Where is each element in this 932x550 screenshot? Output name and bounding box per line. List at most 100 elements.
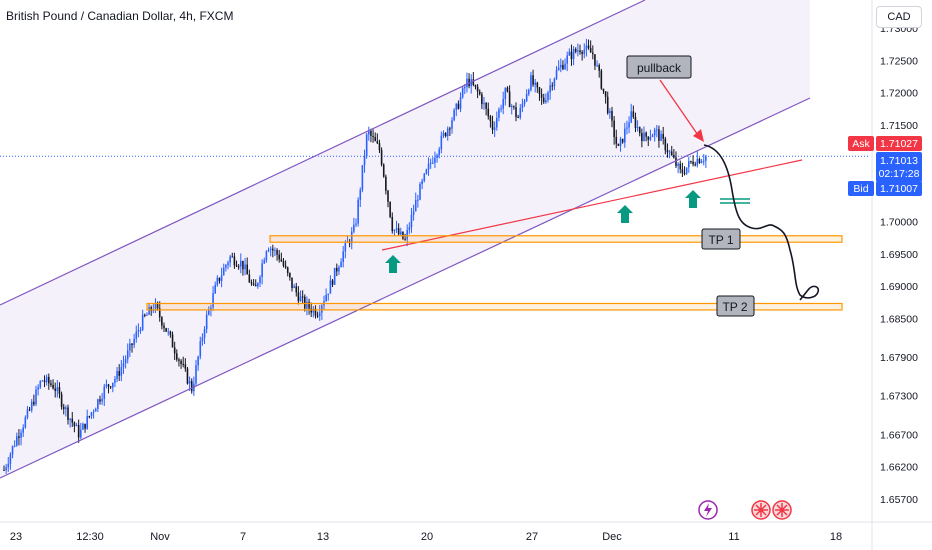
candle-body [444,133,447,137]
candle-body [201,337,204,342]
candle-body [374,137,376,142]
currency-button[interactable]: CAD [876,6,922,28]
candle-body [530,75,532,91]
candle-body [393,229,396,232]
candle-body [359,189,362,200]
candle-body [472,79,475,85]
candle-body [139,329,142,331]
candle-body [651,135,654,138]
candle-body [39,381,42,388]
candle-body [442,133,445,136]
candle-body [252,283,255,285]
candle-body [498,109,500,118]
y-tick-label: 1.66700 [880,429,918,441]
channel-lower-line [0,97,811,479]
candle-body [186,368,189,384]
candle-body [685,167,688,174]
x-tick-label: 13 [317,531,329,543]
candle-body [532,75,534,85]
candle-body [481,94,483,105]
candle-body [333,267,336,285]
candle-body [645,132,647,137]
candle-body [350,231,353,244]
candle-body [574,49,577,52]
candle-body [562,64,564,70]
candle-body [596,65,598,67]
pullback-arrowhead [693,129,704,142]
candle-body [496,117,498,128]
up-arrow-icon [685,190,701,208]
candle-body [327,293,330,295]
uk-flag-icon[interactable] [751,500,771,520]
pullback-text: pullback [637,61,682,75]
chart-title: British Pound / Canadian Dollar, 4h, FXC… [6,9,233,23]
candle-body [16,436,18,446]
candle-body [77,424,80,438]
candle-body [542,97,545,103]
candle-body [485,103,487,109]
svg-text:1.71027: 1.71027 [880,138,918,150]
candle-body [647,136,650,140]
candle-body [178,359,180,361]
candle-body [150,306,152,311]
lightning-icon[interactable] [698,500,718,520]
candle-body [619,138,622,146]
candle-body [553,78,556,87]
tp2-label[interactable]: TP 2 [716,295,755,317]
candle-body [429,162,432,164]
candle-body [421,180,423,184]
candle-body [242,260,244,270]
candle-body [122,363,125,368]
candle-body [677,163,679,166]
candle-body [9,454,12,464]
candle-body [609,111,611,114]
candle-body [510,106,513,108]
candle-body [365,134,368,157]
candle-body [500,108,502,110]
candle-body [423,173,426,181]
candle-body [702,160,705,162]
candle-body [583,49,586,54]
candle-body [681,169,684,174]
candle-body [331,280,334,285]
candle-body [109,386,112,388]
candle-body [161,317,163,326]
candle-body [461,87,464,98]
candle-body [508,91,511,108]
candle-body [71,418,74,423]
candle-body [476,86,479,92]
x-tick-label: 27 [526,531,538,543]
candle-body [705,156,707,161]
candle-body [188,381,191,384]
candle-body [321,305,323,313]
candle-body [257,283,259,287]
x-tick-label: 11 [728,531,739,543]
candle-body [611,111,613,121]
candle-body [88,416,91,418]
pullback-label[interactable]: pullback [626,55,692,79]
candle-body [406,229,408,240]
candle-body [33,401,35,405]
candle-body [536,82,539,88]
candle-body [587,45,590,49]
candle-body [169,331,172,335]
y-tick-label: 1.72500 [880,55,918,67]
uk-flag-icon[interactable] [772,500,792,520]
candle-body [419,183,421,200]
candle-body [141,314,144,330]
x-tick-label: 7 [240,531,246,543]
candle-body [97,399,99,409]
candle-body [545,100,547,103]
candle-body [570,51,573,60]
tp1-label[interactable]: TP 1 [701,228,741,250]
candle-body [615,137,618,144]
candle-body [90,412,93,417]
y-tick-label: 1.66200 [880,462,918,474]
candle-body [370,130,372,136]
candle-body [577,50,579,52]
candle-body [261,263,263,278]
svg-text:1.71007: 1.71007 [880,183,918,195]
candle-body [171,334,174,348]
candle-body [517,117,519,119]
